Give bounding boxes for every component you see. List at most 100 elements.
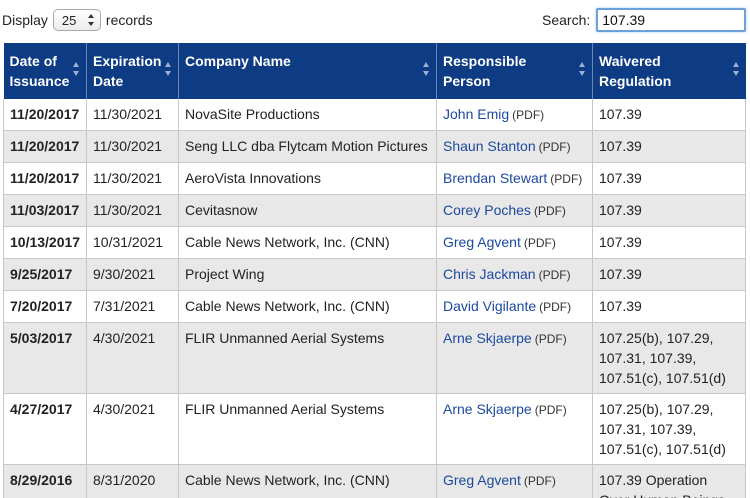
responsible-person-link[interactable]: Greg Agvent bbox=[443, 234, 521, 250]
cell-responsible-person: John Emig (PDF) bbox=[436, 99, 593, 131]
cell-company-name: Cable News Network, Inc. (CNN) bbox=[178, 226, 437, 259]
pdf-label: (PDF) bbox=[539, 300, 572, 314]
table-row: 5/03/2017 4/30/2021 FLIR Unmanned Aerial… bbox=[3, 322, 746, 394]
responsible-person-link[interactable]: Corey Poches bbox=[443, 202, 531, 218]
sort-icon bbox=[73, 62, 80, 76]
column-header-label: Company Name bbox=[185, 53, 291, 69]
cell-date-of-issuance: 9/25/2017 bbox=[3, 258, 87, 291]
cell-company-name: Seng LLC dba Flytcam Motion Pictures bbox=[178, 130, 437, 163]
column-header-date-of-issuance[interactable]: Date of Issuance bbox=[3, 43, 87, 99]
cell-responsible-person: Greg Agvent (PDF) bbox=[436, 464, 593, 498]
column-header-responsible-person[interactable]: Responsible Person bbox=[436, 43, 593, 99]
sort-icon bbox=[423, 62, 430, 76]
pdf-label: (PDF) bbox=[533, 204, 566, 218]
responsible-person-link[interactable]: Shaun Stanton bbox=[443, 138, 536, 154]
column-header-company-name[interactable]: Company Name bbox=[178, 43, 437, 99]
cell-date-of-issuance: 10/13/2017 bbox=[3, 226, 87, 259]
cell-expiration-date: 7/31/2021 bbox=[86, 290, 179, 323]
cell-waivered-regulation: 107.39 bbox=[592, 99, 746, 131]
table-row: 11/20/2017 11/30/2021 NovaSite Productio… bbox=[3, 99, 746, 131]
column-header-expiration-date[interactable]: Expiration Date bbox=[86, 43, 179, 99]
cell-expiration-date: 11/30/2021 bbox=[86, 130, 179, 163]
cell-waivered-regulation: 107.25(b), 107.29, 107.31, 107.39, 107.5… bbox=[592, 322, 746, 394]
table-row: 11/20/2017 11/30/2021 Seng LLC dba Flytc… bbox=[3, 130, 746, 163]
table-row: 11/03/2017 11/30/2021 Cevitasnow Corey P… bbox=[3, 194, 746, 227]
pdf-label: (PDF) bbox=[534, 332, 567, 346]
sort-icon bbox=[732, 62, 740, 76]
cell-responsible-person: Shaun Stanton (PDF) bbox=[436, 130, 593, 163]
table-row: 9/25/2017 9/30/2021 Project Wing Chris J… bbox=[3, 258, 746, 291]
cell-responsible-person: Greg Agvent (PDF) bbox=[436, 226, 593, 259]
cell-date-of-issuance: 5/03/2017 bbox=[3, 322, 87, 394]
pdf-label: (PDF) bbox=[523, 236, 556, 250]
column-header-label: Responsible Person bbox=[443, 53, 527, 89]
sort-icon bbox=[165, 62, 172, 76]
column-header-label: Waivered Regulation bbox=[599, 53, 672, 89]
cell-responsible-person: David Vigilante (PDF) bbox=[436, 290, 593, 323]
column-header-label: Expiration Date bbox=[93, 53, 162, 89]
table-row: 7/20/2017 7/31/2021 Cable News Network, … bbox=[3, 290, 746, 323]
cell-responsible-person: Arne Skjaerpe (PDF) bbox=[436, 393, 593, 465]
cell-company-name: NovaSite Productions bbox=[178, 99, 437, 131]
pdf-label: (PDF) bbox=[538, 140, 571, 154]
cell-company-name: FLIR Unmanned Aerial Systems bbox=[178, 393, 437, 465]
pdf-label: (PDF) bbox=[512, 108, 545, 122]
table-row: 8/29/2016 8/31/2020 Cable News Network, … bbox=[3, 464, 746, 498]
pdf-label: (PDF) bbox=[550, 172, 583, 186]
sort-icon bbox=[579, 62, 586, 76]
waivers-table: Date of Issuance Expiration Date Company… bbox=[3, 43, 746, 498]
cell-date-of-issuance: 11/20/2017 bbox=[3, 99, 87, 131]
records-label: records bbox=[105, 12, 153, 28]
cell-date-of-issuance: 4/27/2017 bbox=[3, 393, 87, 465]
cell-date-of-issuance: 8/29/2016 bbox=[3, 464, 87, 498]
table-controls: Display 25 records Search: bbox=[0, 0, 750, 40]
select-arrows-icon bbox=[87, 13, 95, 27]
cell-expiration-date: 11/30/2021 bbox=[86, 162, 179, 195]
cell-waivered-regulation: 107.39 bbox=[592, 258, 746, 291]
display-label: Display bbox=[2, 12, 48, 28]
table-header-row: Date of Issuance Expiration Date Company… bbox=[3, 43, 746, 99]
cell-expiration-date: 10/31/2021 bbox=[86, 226, 179, 259]
cell-company-name: Cable News Network, Inc. (CNN) bbox=[178, 464, 437, 498]
cell-date-of-issuance: 11/20/2017 bbox=[3, 162, 87, 195]
cell-waivered-regulation: 107.39 Operation Over Human Beings bbox=[592, 464, 746, 498]
page-length-control: Display 25 records bbox=[2, 9, 153, 31]
responsible-person-link[interactable]: Arne Skjaerpe bbox=[443, 401, 532, 417]
responsible-person-link[interactable]: Chris Jackman bbox=[443, 266, 536, 282]
table-row: 11/20/2017 11/30/2021 AeroVista Innovati… bbox=[3, 162, 746, 195]
responsible-person-link[interactable]: John Emig bbox=[443, 106, 510, 122]
search-input[interactable] bbox=[596, 8, 747, 32]
cell-company-name: Cable News Network, Inc. (CNN) bbox=[178, 290, 437, 323]
cell-waivered-regulation: 107.25(b), 107.29, 107.31, 107.39, 107.5… bbox=[592, 393, 746, 465]
table-row: 10/13/2017 10/31/2021 Cable News Network… bbox=[3, 226, 746, 259]
cell-expiration-date: 11/30/2021 bbox=[86, 99, 179, 131]
cell-waivered-regulation: 107.39 bbox=[592, 130, 746, 163]
cell-waivered-regulation: 107.39 bbox=[592, 226, 746, 259]
cell-waivered-regulation: 107.39 bbox=[592, 194, 746, 227]
responsible-person-link[interactable]: Greg Agvent bbox=[443, 472, 521, 488]
cell-responsible-person: Corey Poches (PDF) bbox=[436, 194, 593, 227]
page-length-value: 25 bbox=[61, 12, 77, 28]
cell-company-name: Cevitasnow bbox=[178, 194, 437, 227]
cell-company-name: AeroVista Innovations bbox=[178, 162, 437, 195]
pdf-label: (PDF) bbox=[538, 268, 571, 282]
cell-expiration-date: 4/30/2021 bbox=[86, 322, 179, 394]
responsible-person-link[interactable]: Arne Skjaerpe bbox=[443, 330, 532, 346]
cell-responsible-person: Arne Skjaerpe (PDF) bbox=[436, 322, 593, 394]
cell-date-of-issuance: 11/03/2017 bbox=[3, 194, 87, 227]
cell-date-of-issuance: 7/20/2017 bbox=[3, 290, 87, 323]
cell-responsible-person: Chris Jackman (PDF) bbox=[436, 258, 593, 291]
cell-company-name: FLIR Unmanned Aerial Systems bbox=[178, 322, 437, 394]
column-header-waivered-regulation[interactable]: Waivered Regulation bbox=[592, 43, 746, 99]
search-control: Search: bbox=[542, 8, 747, 32]
cell-waivered-regulation: 107.39 bbox=[592, 162, 746, 195]
column-header-label: Date of Issuance bbox=[9, 53, 70, 89]
responsible-person-link[interactable]: David Vigilante bbox=[443, 298, 537, 314]
table-row: 4/27/2017 4/30/2021 FLIR Unmanned Aerial… bbox=[3, 393, 746, 465]
page-length-select[interactable]: 25 bbox=[52, 9, 101, 31]
pdf-label: (PDF) bbox=[523, 474, 556, 488]
responsible-person-link[interactable]: Brendan Stewart bbox=[443, 170, 548, 186]
pdf-label: (PDF) bbox=[534, 403, 567, 417]
cell-date-of-issuance: 11/20/2017 bbox=[3, 130, 87, 163]
cell-expiration-date: 11/30/2021 bbox=[86, 194, 179, 227]
